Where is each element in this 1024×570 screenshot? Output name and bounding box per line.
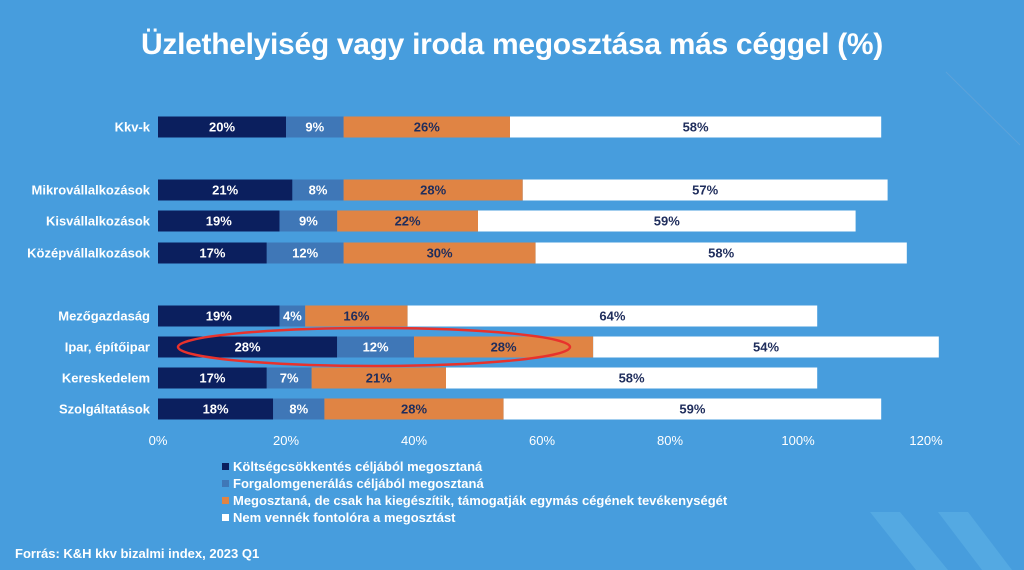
data-label: 59% — [654, 214, 680, 229]
bar-segment — [503, 398, 882, 420]
bar-segment — [478, 210, 856, 232]
data-label: 28% — [420, 183, 446, 198]
bar-segment — [158, 336, 338, 358]
bar-segment — [158, 398, 274, 420]
legend: Költségcsökkentés céljából megosztaná For… — [222, 458, 727, 526]
source-note: Forrás: K&H kkv bizalmi index, 2023 Q1 — [15, 546, 260, 561]
data-label: 64% — [599, 309, 625, 324]
bar-segment — [279, 210, 338, 232]
category-label: Ipar, építőipar — [65, 340, 150, 355]
bar-segment — [343, 242, 536, 264]
x-tick-label: 100% — [781, 433, 815, 448]
data-label: 57% — [692, 183, 718, 198]
bar-segment — [414, 336, 594, 358]
data-label: 20% — [209, 120, 235, 135]
bar-segment — [292, 179, 344, 201]
category-label: Szolgáltatások — [59, 402, 151, 417]
bar-segment — [158, 116, 286, 138]
legend-swatch-icon — [222, 497, 229, 504]
bar-segment — [158, 179, 293, 201]
category-label: Mikrovállalkozások — [32, 183, 151, 198]
category-label: Kkv-k — [115, 120, 151, 135]
bar-segment — [158, 210, 280, 232]
data-label: 28% — [401, 402, 427, 417]
legend-item: Nem vennék fontolóra a megosztást — [222, 509, 727, 526]
bar-segment — [279, 305, 306, 327]
data-label: 21% — [212, 183, 238, 198]
bar-segment — [535, 242, 907, 264]
x-tick-label: 80% — [657, 433, 683, 448]
bar-segment — [266, 367, 312, 389]
bar-segment — [324, 398, 504, 420]
data-label: 8% — [309, 183, 328, 198]
legend-swatch-icon — [222, 480, 229, 487]
data-label: 28% — [235, 340, 261, 355]
category-label: Kisvállalkozások — [46, 214, 151, 229]
bar-segment — [343, 116, 510, 138]
category-label: Kereskedelem — [62, 371, 150, 386]
data-label: 58% — [619, 371, 645, 386]
data-label: 8% — [289, 402, 308, 417]
bar-segment — [510, 116, 882, 138]
data-label: 54% — [753, 340, 779, 355]
chart-title: Üzlethelyiség vagy iroda megosztása más … — [141, 28, 883, 61]
category-label: Mezőgazdaság — [58, 309, 150, 324]
bar-segment — [337, 336, 414, 358]
bar-segment — [158, 242, 267, 264]
legend-label: Forgalomgenerálás céljából megosztaná — [233, 476, 484, 491]
bar-segment — [286, 116, 344, 138]
bar-segment — [158, 367, 267, 389]
legend-item: Forgalomgenerálás céljából megosztaná — [222, 475, 727, 492]
legend-item: Megosztaná, de csak ha kiegészítik, támo… — [222, 492, 727, 509]
data-label: 9% — [305, 120, 324, 135]
data-label: 16% — [343, 309, 369, 324]
data-label: 19% — [206, 309, 232, 324]
data-label: 26% — [414, 120, 440, 135]
data-label: 30% — [427, 246, 453, 261]
bar-segment — [407, 305, 818, 327]
highlight-ellipse — [176, 326, 572, 368]
legend-swatch-icon — [222, 514, 229, 521]
data-label: 59% — [679, 402, 705, 417]
data-label: 28% — [491, 340, 517, 355]
x-tick-label: 120% — [909, 433, 943, 448]
bar-segment — [522, 179, 888, 201]
data-label: 12% — [363, 340, 389, 355]
data-label: 7% — [280, 371, 299, 386]
data-label: 21% — [366, 371, 392, 386]
bar-segment — [343, 179, 523, 201]
data-label: 58% — [683, 120, 709, 135]
legend-label: Nem vennék fontolóra a megosztást — [233, 510, 456, 525]
legend-label: Költségcsökkentés céljából megosztaná — [233, 459, 483, 474]
data-label: 17% — [199, 371, 225, 386]
bar-segment — [311, 367, 446, 389]
data-label: 18% — [203, 402, 229, 417]
data-label: 17% — [199, 246, 225, 261]
legend-item: Költségcsökkentés céljából megosztaná — [222, 458, 727, 475]
x-tick-label: 20% — [273, 433, 299, 448]
bar-segment — [266, 242, 344, 264]
category-label: Középvállalkozások — [27, 246, 151, 261]
bar-segment — [593, 336, 939, 358]
legend-label: Megosztaná, de csak ha kiegészítik, támo… — [233, 493, 728, 508]
data-label: 9% — [299, 214, 318, 229]
bar-segment — [446, 367, 818, 389]
bar-segment — [158, 305, 280, 327]
data-label: 22% — [395, 214, 421, 229]
x-tick-label: 0% — [149, 433, 168, 448]
x-tick-label: 40% — [401, 433, 427, 448]
bar-segment — [273, 398, 325, 420]
data-label: 12% — [292, 246, 318, 261]
bar-segment — [337, 210, 478, 232]
data-label: 4% — [283, 309, 302, 324]
data-label: 58% — [708, 246, 734, 261]
x-tick-label: 60% — [529, 433, 555, 448]
data-label: 19% — [206, 214, 232, 229]
legend-swatch-icon — [222, 463, 229, 470]
bar-segment — [305, 305, 408, 327]
